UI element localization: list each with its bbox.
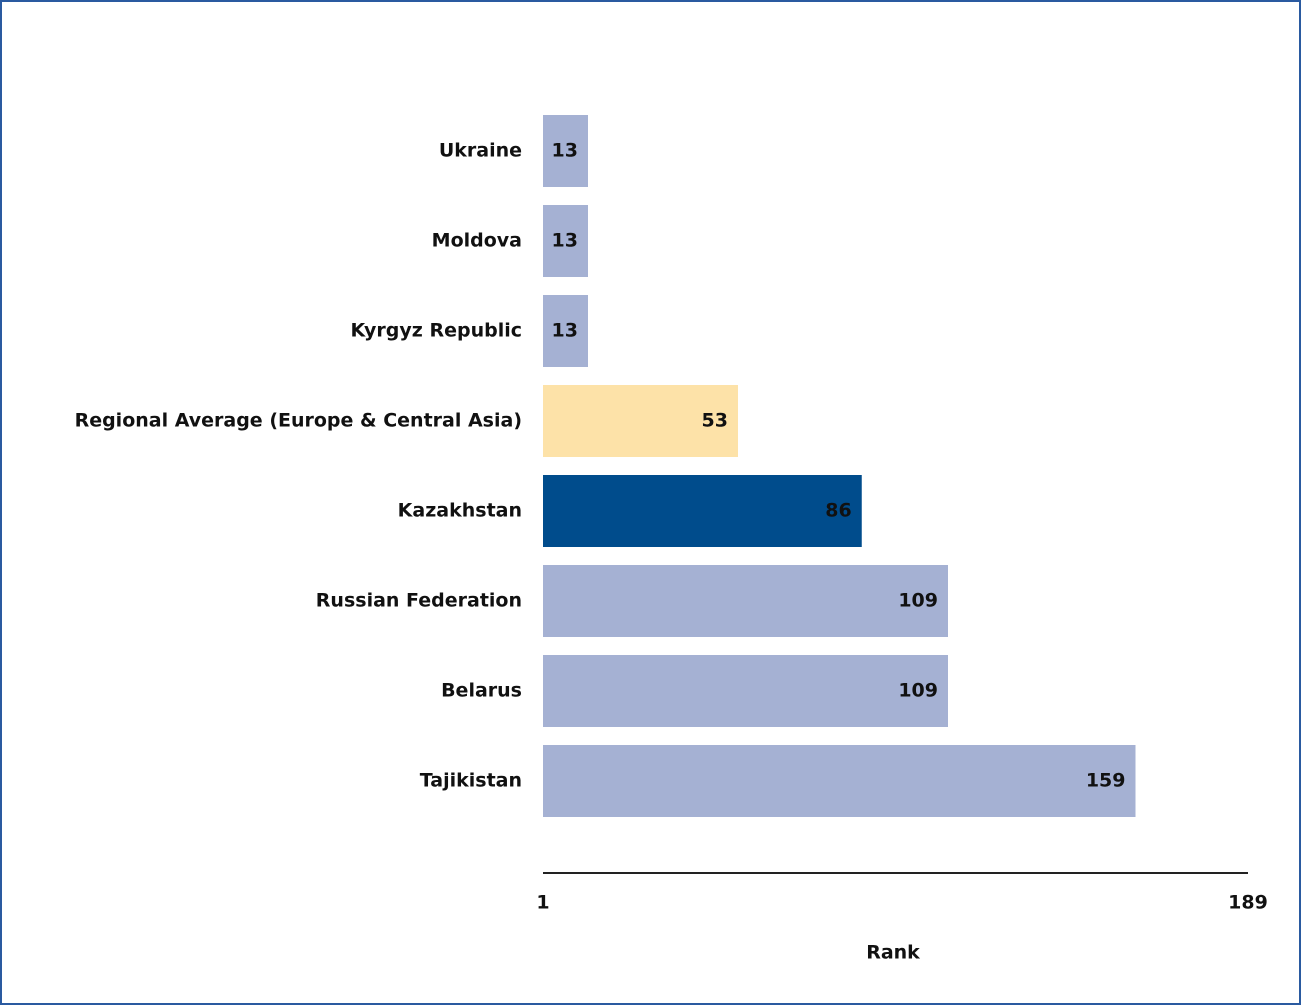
- x-tick-label: 1: [536, 892, 549, 914]
- category-label: Kyrgyz Republic: [351, 320, 522, 342]
- category-label: Kazakhstan: [398, 500, 522, 522]
- category-label: Moldova: [432, 230, 522, 252]
- value-label: 13: [552, 230, 578, 252]
- value-label: 13: [552, 140, 578, 162]
- category-label: Ukraine: [439, 140, 522, 162]
- value-label: 53: [702, 410, 728, 432]
- bar: [543, 745, 1136, 817]
- x-tick-label: 189: [1228, 892, 1268, 914]
- category-label: Tajikistan: [420, 770, 522, 792]
- value-label: 159: [1086, 770, 1126, 792]
- bar: [543, 385, 738, 457]
- bar: [543, 565, 948, 637]
- bar: [543, 205, 588, 277]
- value-label: 109: [898, 590, 938, 612]
- bar: [543, 295, 588, 367]
- value-label: 86: [825, 500, 851, 522]
- category-label: Regional Average (Europe & Central Asia): [75, 410, 522, 432]
- category-label: Belarus: [441, 680, 522, 702]
- category-label: Russian Federation: [316, 590, 522, 612]
- x-axis-label: Rank: [866, 942, 920, 964]
- value-label: 13: [552, 320, 578, 342]
- bar: [543, 655, 948, 727]
- bar: [543, 475, 862, 547]
- bar: [543, 115, 588, 187]
- value-label: 109: [898, 680, 938, 702]
